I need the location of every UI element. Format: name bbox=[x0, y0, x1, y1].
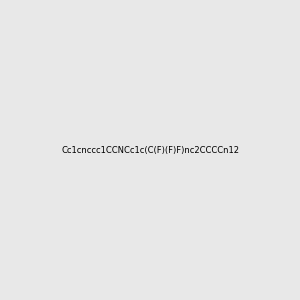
Text: Cc1cnccc1CCNCc1c(C(F)(F)F)nc2CCCCn12: Cc1cnccc1CCNCc1c(C(F)(F)F)nc2CCCCn12 bbox=[61, 146, 239, 154]
